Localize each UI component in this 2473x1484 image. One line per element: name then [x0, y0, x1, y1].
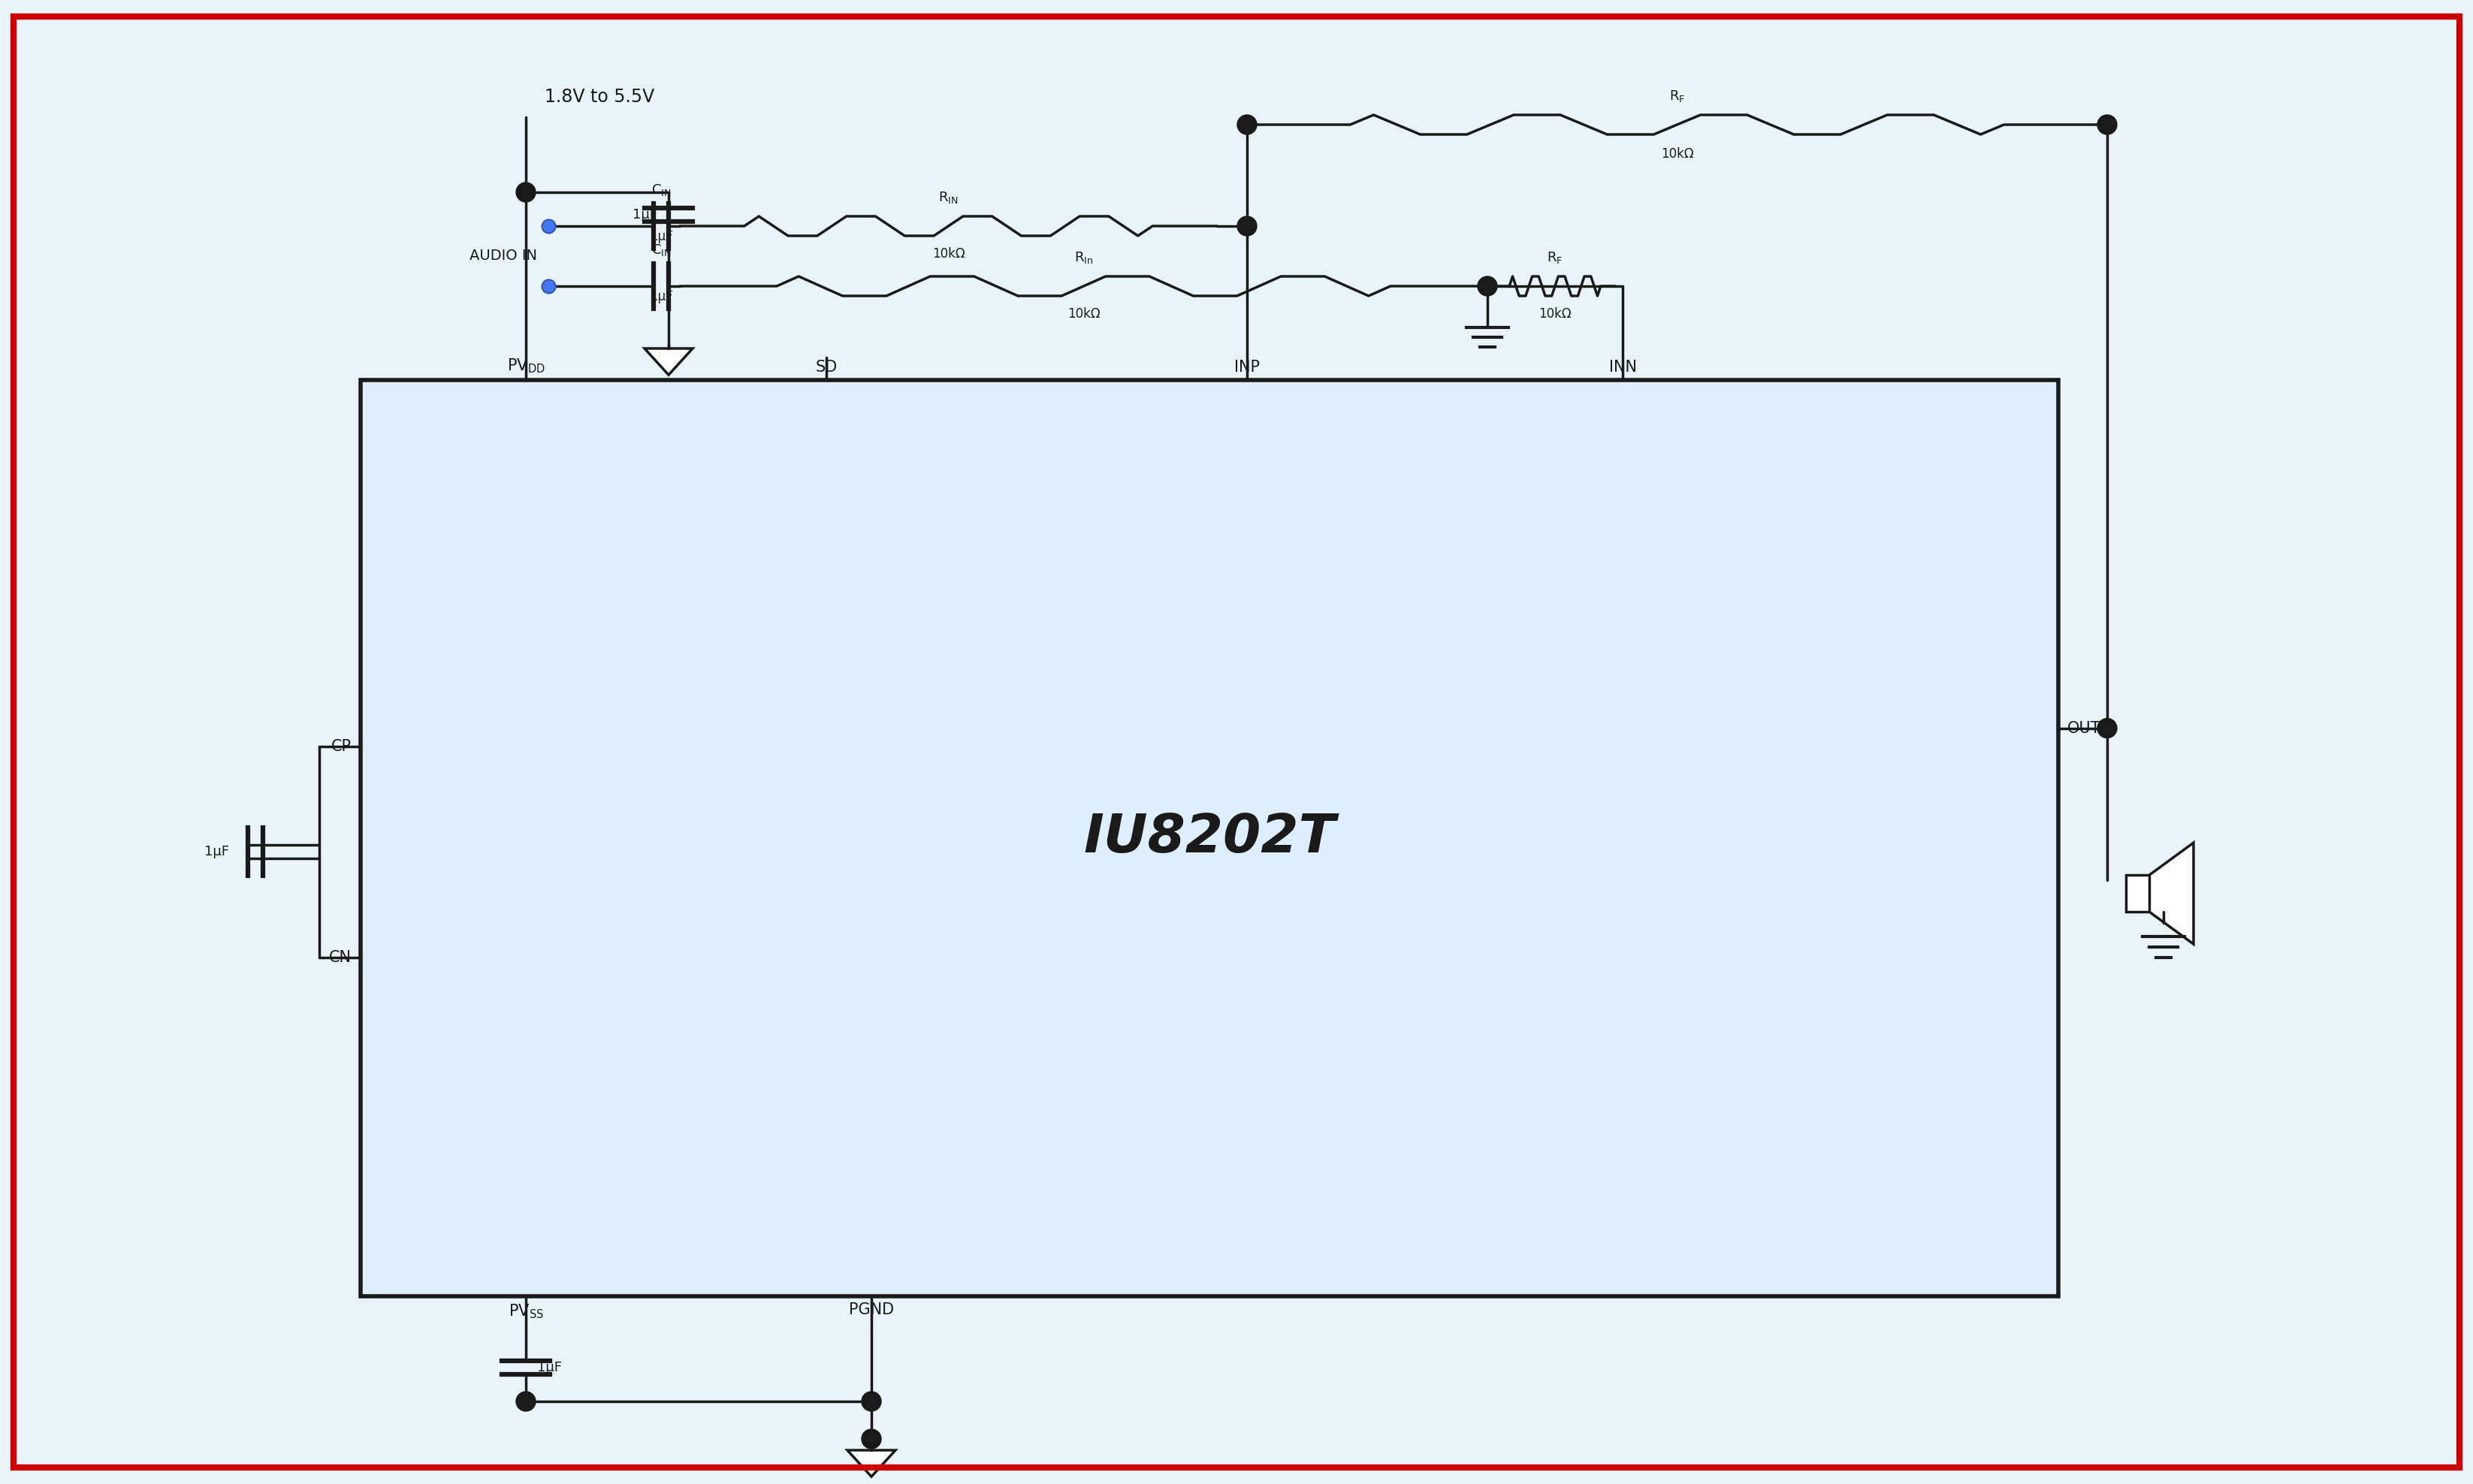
Text: SD: SD	[816, 359, 838, 375]
Text: R$\mathregular{_{F}}$: R$\mathregular{_{F}}$	[1669, 89, 1684, 104]
Text: C$\mathregular{_{IN}}$: C$\mathregular{_{IN}}$	[650, 242, 670, 258]
Text: 1μF: 1μF	[650, 230, 673, 243]
Text: 10kΩ: 10kΩ	[1662, 147, 1694, 160]
Text: R$\mathregular{_{IN}}$: R$\mathregular{_{IN}}$	[937, 190, 960, 205]
Bar	[361, 380, 2058, 1296]
Text: CP: CP	[331, 739, 351, 754]
Circle shape	[2097, 114, 2117, 135]
Circle shape	[2097, 718, 2117, 738]
Text: CN: CN	[329, 950, 351, 965]
Text: 1.8V to 5.5V: 1.8V to 5.5V	[544, 88, 655, 105]
Polygon shape	[645, 349, 692, 375]
Text: 10kΩ: 10kΩ	[1068, 307, 1100, 321]
Text: 1μF: 1μF	[205, 844, 230, 859]
Text: 1μF: 1μF	[633, 208, 658, 221]
Text: INP: INP	[1234, 359, 1259, 375]
Circle shape	[861, 1429, 880, 1448]
Text: INN: INN	[1610, 359, 1637, 375]
Text: R$\mathregular{_{In}}$: R$\mathregular{_{In}}$	[1073, 251, 1093, 266]
Polygon shape	[2149, 843, 2194, 944]
Text: PV$\mathregular{_{DD}}$: PV$\mathregular{_{DD}}$	[507, 358, 544, 375]
Circle shape	[517, 1392, 537, 1411]
Text: 10kΩ: 10kΩ	[1538, 307, 1570, 321]
Text: AUDIO IN: AUDIO IN	[470, 249, 537, 263]
Text: 10kΩ: 10kΩ	[932, 246, 964, 261]
Circle shape	[1236, 217, 1256, 236]
Text: C$\mathregular{_{IN}}$: C$\mathregular{_{IN}}$	[650, 183, 670, 197]
Circle shape	[1236, 114, 1256, 135]
Text: PV$\mathregular{_{SS}}$: PV$\mathregular{_{SS}}$	[509, 1303, 544, 1319]
Text: R$\mathregular{_{F}}$: R$\mathregular{_{F}}$	[1548, 251, 1563, 266]
Text: PGND: PGND	[848, 1303, 895, 1318]
Text: IU8202T: IU8202T	[1083, 812, 1335, 864]
Text: 1μF: 1μF	[537, 1361, 561, 1374]
Text: 1μF: 1μF	[650, 289, 673, 303]
Circle shape	[517, 183, 537, 202]
Text: OUT: OUT	[2067, 721, 2102, 736]
Bar	[2127, 874, 2149, 913]
Circle shape	[861, 1392, 880, 1411]
Circle shape	[1479, 276, 1496, 295]
Polygon shape	[848, 1450, 895, 1477]
